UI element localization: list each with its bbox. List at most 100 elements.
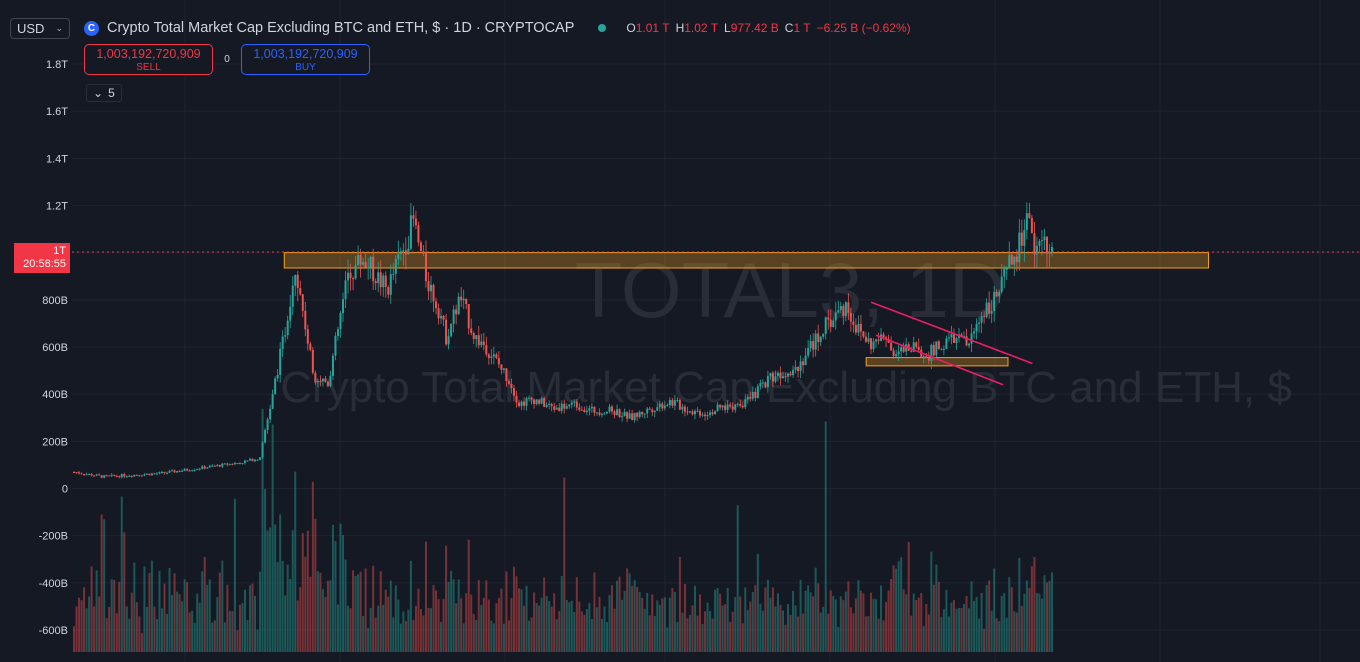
volume-bar [990, 610, 993, 652]
candle-body [83, 474, 86, 476]
candle-body [450, 323, 453, 337]
volume-bar [407, 609, 410, 652]
buy-button[interactable]: 1,003,192,720,909 BUY [241, 44, 370, 75]
price-axis-tick: 600B [42, 342, 68, 354]
volume-bar [603, 606, 606, 652]
volume-bar [741, 623, 744, 652]
volume-bar [168, 567, 171, 652]
volume-bar [1051, 572, 1053, 652]
volume-bar [299, 587, 302, 652]
candle-body [435, 301, 438, 309]
candle-body [605, 411, 608, 414]
volume-bar [145, 606, 148, 652]
volume-bar [550, 606, 553, 652]
volume-bar [543, 577, 546, 652]
volume-bar [538, 605, 541, 652]
candle-body [324, 378, 327, 382]
price-axis[interactable]: 1.8T 1.6T 1.4T 1.2T 1T 800B 600B 400B 200B 0 -200B… [39, 59, 69, 637]
candle-body [168, 470, 171, 473]
volume-bar [799, 579, 802, 652]
volume-bar [326, 580, 329, 652]
volume-bar [477, 580, 480, 652]
price-axis-tick: 400B [42, 389, 68, 401]
candle-body [160, 471, 163, 473]
volume-bar [555, 619, 558, 652]
candle-body [520, 401, 523, 407]
volume-bar [264, 489, 267, 652]
volume-bar [927, 614, 930, 652]
candle-body [394, 259, 397, 274]
volume-bar [661, 598, 664, 652]
candle-body [349, 272, 352, 279]
market-status-icon[interactable] [598, 24, 607, 32]
sell-button[interactable]: 1,003,192,720,909 SELL [84, 44, 213, 75]
candle-body [814, 333, 817, 350]
volume-bar [238, 604, 241, 652]
price-axis-tick: -600B [39, 625, 68, 637]
candle-body [248, 458, 251, 461]
candle-body [754, 391, 757, 398]
low-label: L [724, 21, 731, 35]
candle-body [776, 373, 779, 377]
candle-body [523, 401, 526, 406]
candle-body [844, 302, 847, 316]
volume-bar [1018, 557, 1021, 652]
volume-bar [1033, 557, 1036, 652]
candle-body [719, 404, 722, 408]
candle-body [377, 272, 380, 284]
volume-bar [573, 611, 576, 652]
candle-body [759, 383, 762, 387]
volume-bar [427, 607, 430, 652]
candle-body [251, 458, 254, 462]
volume-bar [188, 612, 191, 652]
symbol-title[interactable]: Crypto Total Market Cap Excluding BTC an… [107, 20, 575, 36]
candle-body [233, 463, 236, 465]
candle-body [120, 474, 123, 478]
volume-bar [605, 622, 608, 652]
candle-body [1028, 213, 1031, 218]
volume-bar [276, 561, 279, 652]
volume-bar [631, 585, 634, 652]
volume-bar [729, 621, 732, 652]
volume-bar [251, 583, 254, 652]
candle-body [143, 474, 146, 476]
candle-body [917, 346, 920, 350]
volume-bar [766, 579, 769, 652]
candle-body [254, 459, 257, 462]
volume-bar [296, 600, 299, 652]
volume-bar [1030, 566, 1033, 652]
candle-body [1045, 236, 1048, 254]
candle-body [291, 285, 294, 307]
candle-body [864, 336, 867, 342]
volume-bar [641, 597, 644, 652]
volume-bar [113, 579, 116, 652]
volume-bar [196, 593, 199, 652]
candle-body [900, 347, 903, 352]
candle-body [309, 343, 312, 350]
candle-body [882, 334, 885, 338]
candle-body [545, 404, 548, 407]
candle-body [218, 464, 221, 467]
volume-bar [181, 601, 184, 652]
currency-select[interactable]: USD ⌄ [10, 17, 70, 39]
candle-body [568, 404, 571, 407]
candle-body [812, 341, 815, 350]
volume-bar [973, 601, 976, 652]
candle-body [88, 473, 91, 475]
volume-bar [419, 609, 422, 652]
volume-bar [993, 568, 996, 652]
candle-body [807, 348, 810, 356]
volume-bar [995, 618, 998, 652]
volume-bar [412, 619, 415, 652]
candle-body [643, 413, 646, 415]
volume-bar [761, 610, 764, 652]
volume-bar [787, 604, 790, 652]
volume-bar [668, 597, 671, 652]
indicators-toggle-button[interactable]: ⌄ 5 [86, 84, 122, 102]
candle-body [842, 306, 845, 316]
volume-bar [138, 616, 141, 652]
candle-body [822, 333, 825, 337]
candle-body [827, 317, 830, 320]
volume-bar [414, 605, 417, 652]
